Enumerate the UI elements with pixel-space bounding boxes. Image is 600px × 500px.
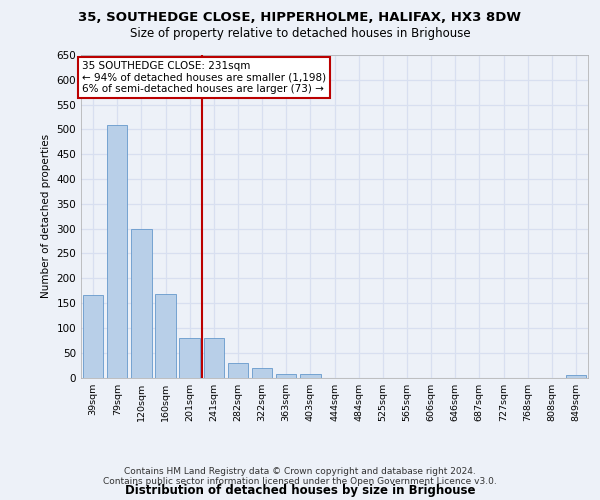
Bar [566,375,586,378]
Text: 35, SOUTHEDGE CLOSE, HIPPERHOLME, HALIFAX, HX3 8DW: 35, SOUTHEDGE CLOSE, HIPPERHOLME, HALIFA… [79,11,521,24]
Text: 35 SOUTHEDGE CLOSE: 231sqm
← 94% of detached houses are smaller (1,198)
6% of se: 35 SOUTHEDGE CLOSE: 231sqm ← 94% of deta… [82,61,326,94]
Bar [131,228,152,378]
Bar [83,294,103,378]
Y-axis label: Number of detached properties: Number of detached properties [41,134,51,298]
Text: Distribution of detached houses by size in Brighouse: Distribution of detached houses by size … [125,484,475,497]
Bar [227,362,248,378]
Bar [252,368,272,378]
Text: Size of property relative to detached houses in Brighouse: Size of property relative to detached ho… [130,28,470,40]
Bar [107,126,127,378]
Text: Contains HM Land Registry data © Crown copyright and database right 2024.: Contains HM Land Registry data © Crown c… [124,467,476,476]
Bar [155,294,176,378]
Bar [276,374,296,378]
Bar [179,338,200,378]
Text: Contains public sector information licensed under the Open Government Licence v3: Contains public sector information licen… [103,477,497,486]
Bar [203,338,224,378]
Bar [300,374,320,378]
